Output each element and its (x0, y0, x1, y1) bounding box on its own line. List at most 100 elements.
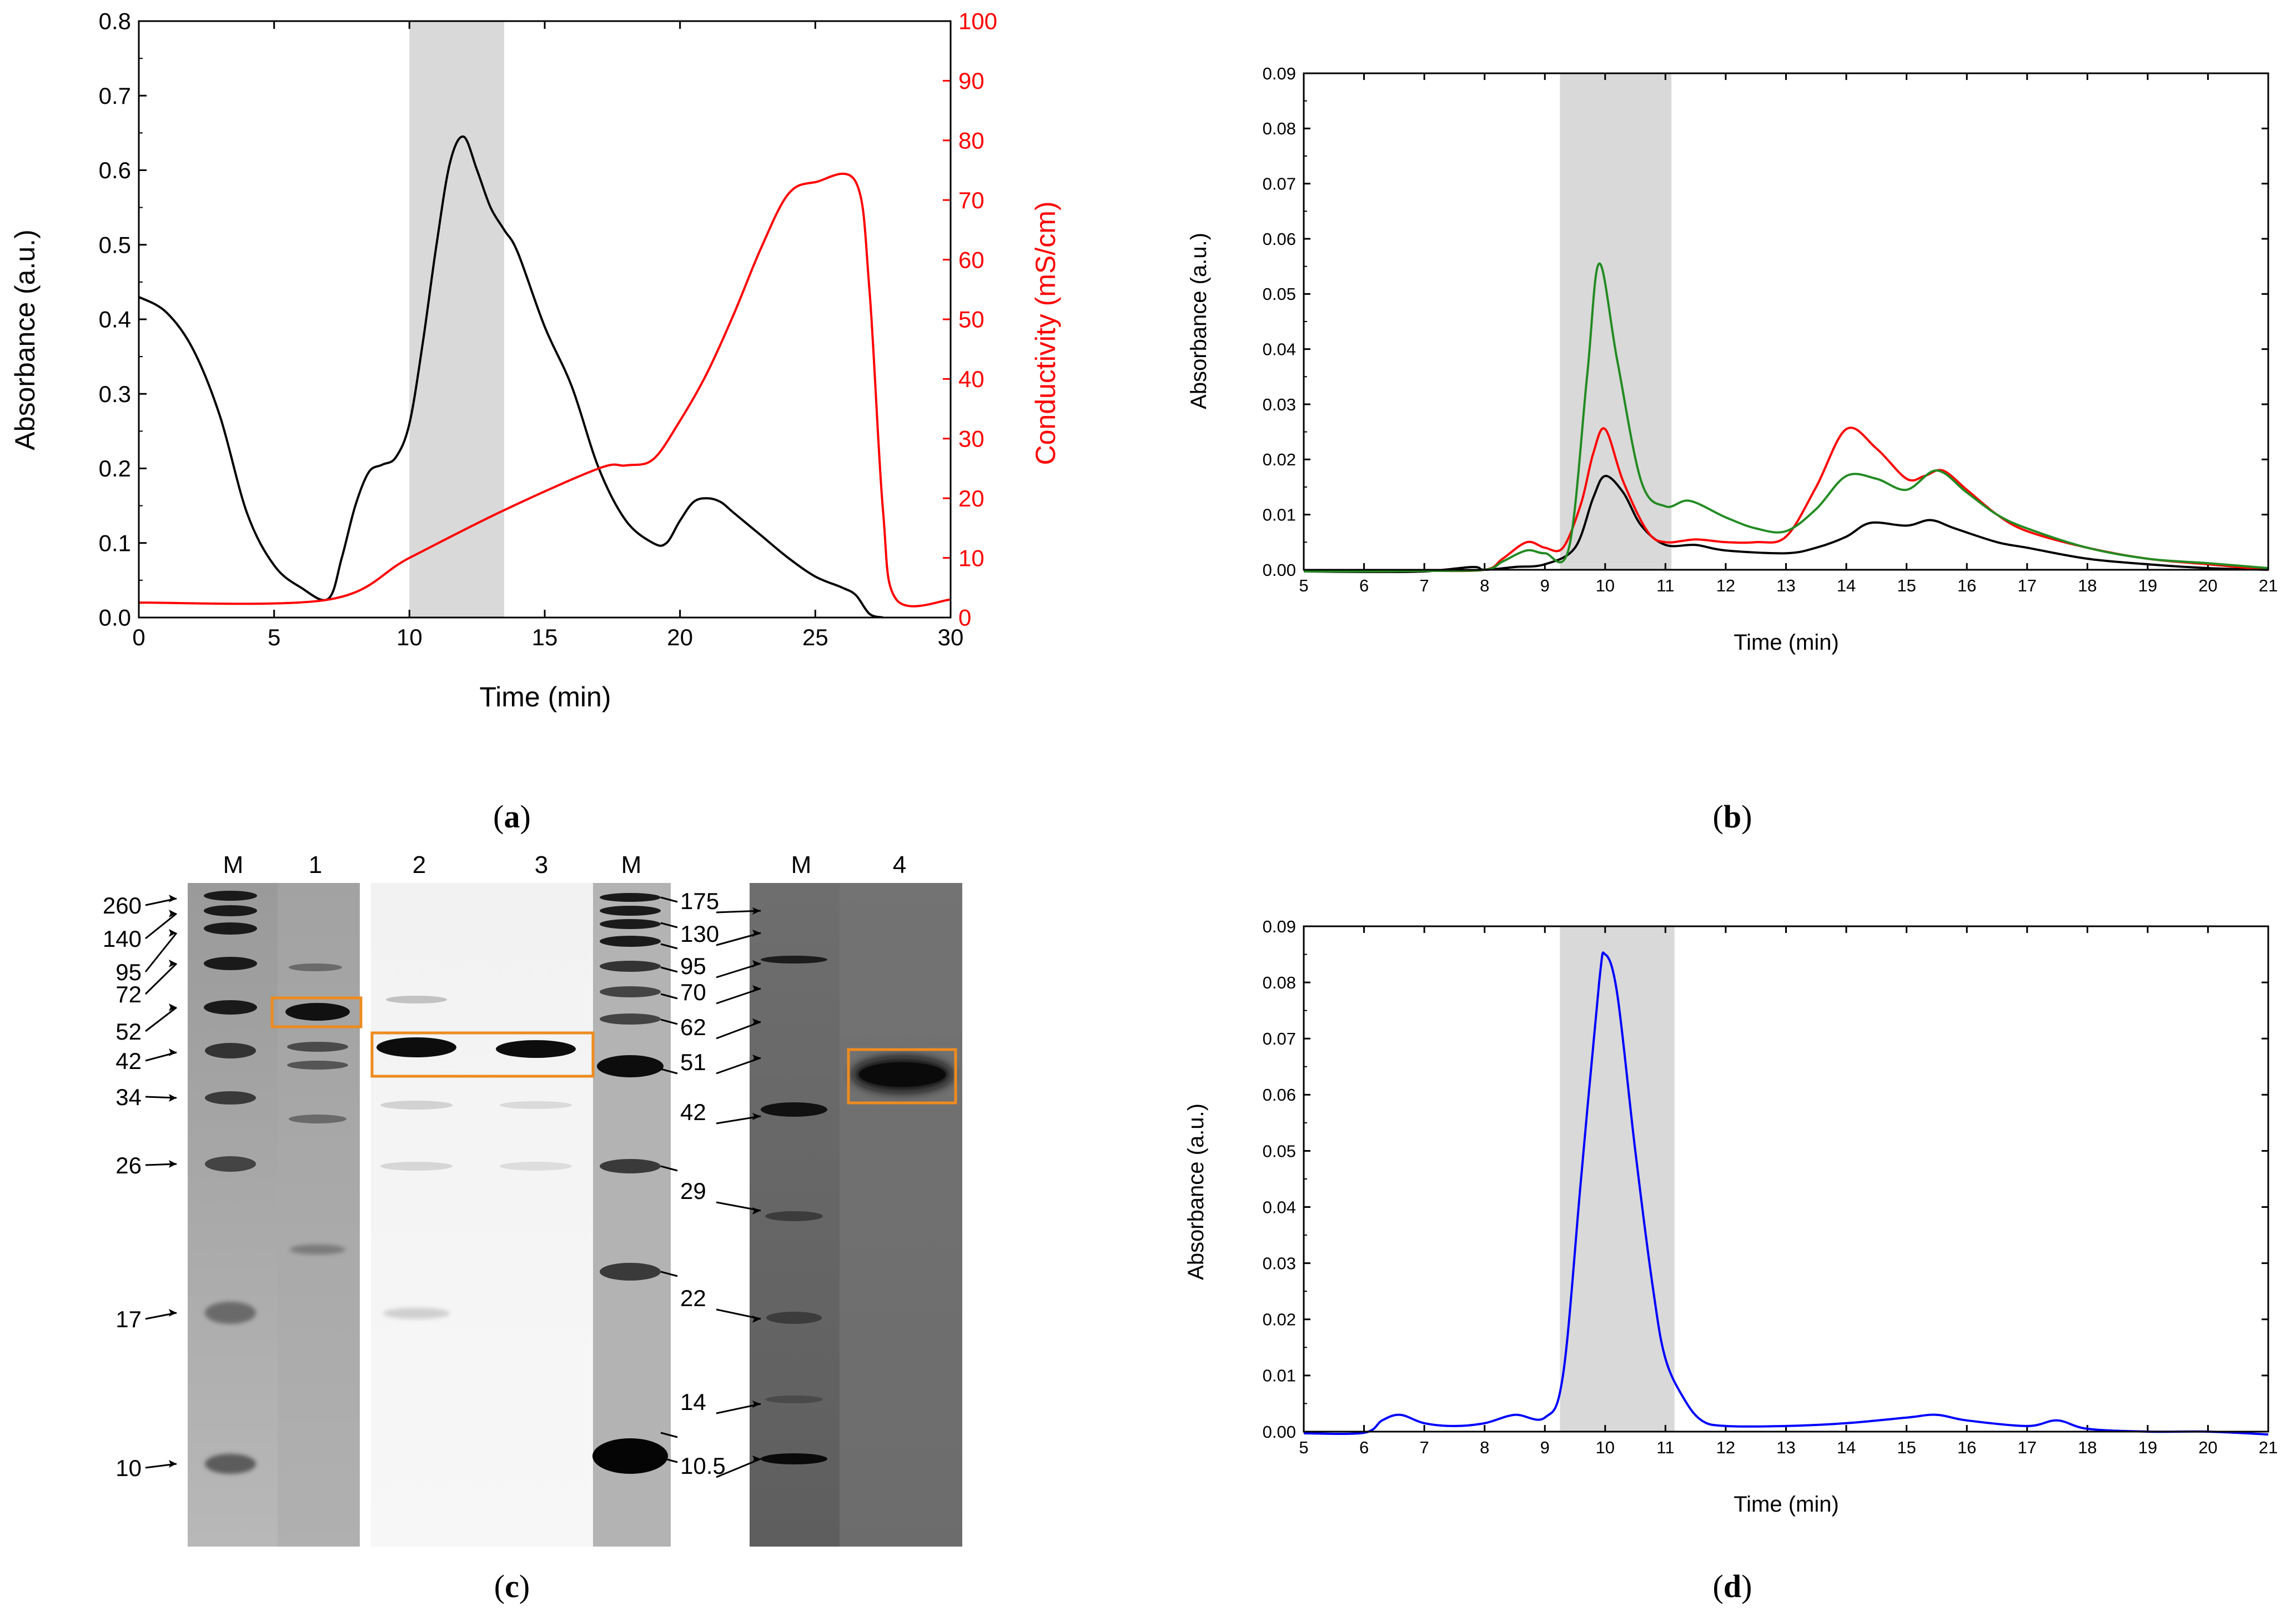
panel-a-ticks: 0 5 10 15 20 25 30 0.0 0.1 0.2 0.3 0.4 0.5 0.6 0.7 0.8 0… (99, 8, 997, 650)
x-tick-label: 20 (667, 624, 693, 650)
y-tick-label: 0.09 (1263, 917, 1296, 936)
gel-lane-labels: M 1 2 3 M M 4 (223, 851, 907, 879)
lane-label: 3 (535, 851, 548, 879)
marker-arrowhead-right (752, 985, 761, 992)
caption-b: (b) (1713, 799, 1752, 835)
x-tick-label: 6 (1359, 576, 1369, 595)
panel-b-ticks: 5 6 7 8 9 10 11 12 13 14 15 16 17 18 19 20 21 0.00 0.01 0.0… (1263, 64, 2278, 595)
marker-arrowhead-left (169, 895, 177, 902)
y2-tick-label: 0 (958, 605, 971, 631)
y2-tick-label: 40 (958, 366, 984, 392)
marker-label-mid: 70 (680, 979, 706, 1005)
x-tick-label: 30 (938, 624, 964, 650)
x-tick-label: 16 (1957, 576, 1976, 595)
gel-middle-marker-bands (592, 893, 668, 1474)
gel-right-marker-bands (761, 956, 827, 1464)
marker-arrowhead-right (752, 1316, 761, 1323)
lane-label: M (223, 851, 244, 879)
y-tick-label: 0.3 (99, 381, 131, 407)
band (204, 922, 257, 935)
lane-label: 4 (893, 851, 906, 879)
band (859, 1062, 946, 1087)
marker-arrow-mid (660, 1457, 678, 1463)
band (600, 961, 661, 972)
x-tick-label: 17 (2018, 1438, 2037, 1457)
y-tick-label: 0.5 (99, 232, 131, 258)
band (597, 1055, 664, 1077)
marker-arrow-mid (660, 1068, 678, 1075)
gel-lane2-3-bands (376, 996, 576, 1319)
y-tick-label: 0.0 (99, 605, 131, 631)
y-tick-label: 0.04 (1263, 340, 1296, 359)
marker-label-mid: 42 (680, 1099, 706, 1125)
highlight-box-lanes2-3 (370, 1031, 595, 1078)
band (600, 893, 661, 902)
series-line-1 (138, 135, 883, 619)
marker-arrow-mid (660, 1271, 678, 1277)
band (204, 905, 257, 916)
marker-label-mid: 95 (680, 953, 706, 979)
caption-a: (a) (493, 799, 531, 835)
marker-arrow-mid (660, 922, 678, 929)
x-tick-label: 11 (1656, 1438, 1674, 1457)
band (592, 1438, 668, 1474)
marker-arrow-right (716, 1115, 761, 1125)
y-tick-label: 0.01 (1263, 505, 1296, 525)
marker-arrowhead-left (169, 1048, 177, 1056)
band (500, 1101, 572, 1109)
y-tick-label: 0.00 (1263, 1422, 1296, 1442)
y2-tick-label: 70 (958, 187, 984, 213)
series-line-2 (138, 172, 951, 608)
band (600, 936, 661, 947)
marker-arrowhead-left (169, 1003, 177, 1011)
band (204, 1000, 257, 1015)
panel-d-ticks: 5 6 7 8 9 10 11 12 13 14 15 16 17 18 19 20 21 0.00 0.01 0.0… (1263, 917, 2278, 1457)
highlight-box-lane4 (847, 1048, 957, 1105)
marker-arrow-mid (660, 943, 678, 950)
band (600, 1159, 661, 1173)
series-line-3 (1303, 262, 2269, 573)
band (205, 1091, 256, 1105)
x-tick-label: 15 (1897, 576, 1916, 595)
band (289, 963, 342, 971)
x-tick-label: 7 (1420, 1438, 1429, 1457)
band (500, 1162, 572, 1171)
marker-arrow-mid (660, 1165, 678, 1172)
marker-arrow-left (144, 932, 178, 972)
band (600, 919, 661, 929)
y-tick-label: 0.7 (99, 83, 131, 109)
panel-a-y2-axis-label: Conductivity (mS/cm) (1030, 201, 1061, 465)
y-tick-label: 0.4 (99, 307, 131, 333)
panel-d-x-axis-label: Time (min) (1734, 1492, 1839, 1517)
y2-tick-label: 20 (958, 485, 984, 511)
band (290, 1244, 345, 1254)
band (380, 1162, 453, 1171)
panel-b-x-axis-label: Time (min) (1734, 630, 1839, 655)
x-tick-label: 17 (2018, 576, 2037, 595)
x-tick-label: 10 (1596, 576, 1615, 595)
panel-d-frame (1303, 925, 2269, 1433)
y2-tick-label: 100 (958, 8, 997, 34)
panel-a-y-axis-label: Absorbance (a.u.) (9, 229, 41, 450)
band (376, 1037, 456, 1057)
marker-arrow-mid (660, 896, 678, 903)
x-tick-label: 19 (2138, 576, 2157, 595)
y-tick-label: 0.03 (1263, 1254, 1296, 1273)
band (600, 986, 661, 997)
marker-arrowhead-left (169, 1309, 177, 1317)
marker-arrowhead-right (752, 1207, 761, 1214)
y-tick-label: 0.08 (1263, 119, 1296, 138)
x-tick-label: 8 (1480, 1438, 1489, 1457)
lane-label: M (791, 851, 812, 879)
y-tick-label: 0.07 (1263, 174, 1296, 194)
band (205, 1043, 256, 1058)
band (761, 1453, 827, 1464)
series-line-2 (1303, 426, 2269, 573)
x-tick-label: 0 (132, 624, 145, 650)
marker-label-left: 260 (103, 892, 142, 919)
y-tick-label: 0.6 (99, 157, 131, 183)
y-tick-label: 0.8 (99, 8, 131, 34)
